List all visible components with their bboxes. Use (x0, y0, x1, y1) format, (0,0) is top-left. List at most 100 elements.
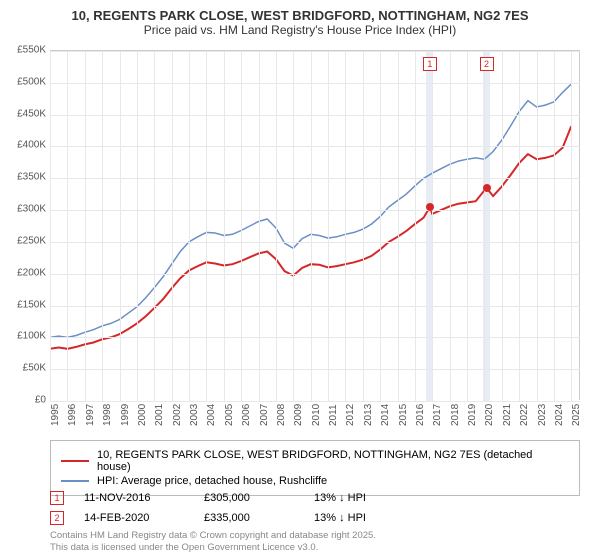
x-tick-label: 2014 (380, 404, 391, 426)
x-gridline (345, 51, 346, 401)
x-tick-label: 2000 (137, 404, 148, 426)
x-gridline (554, 51, 555, 401)
x-tick-label: 1999 (120, 404, 131, 426)
y-tick-label: £50K (23, 363, 46, 374)
x-gridline (276, 51, 277, 401)
sale-row: 1 11-NOV-2016£305,00013% ↓ HPI (50, 488, 580, 508)
sale-price: £305,000 (204, 492, 314, 504)
y-tick-label: £350K (17, 172, 46, 183)
x-gridline (85, 51, 86, 401)
x-gridline (67, 51, 68, 401)
title-subtitle: Price paid vs. HM Land Registry's House … (0, 23, 600, 37)
y-gridline (50, 369, 580, 370)
x-gridline (537, 51, 538, 401)
footer-line2: This data is licensed under the Open Gov… (50, 542, 376, 554)
x-tick-label: 2015 (398, 404, 409, 426)
y-tick-label: £200K (17, 267, 46, 278)
x-tick-label: 1997 (85, 404, 96, 426)
y-gridline (50, 242, 580, 243)
x-tick-label: 2004 (206, 404, 217, 426)
x-gridline (206, 51, 207, 401)
x-gridline (328, 51, 329, 401)
chart-container: 10, REGENTS PARK CLOSE, WEST BRIDGFORD, … (0, 0, 600, 560)
x-tick-label: 2024 (554, 404, 565, 426)
x-tick-label: 2013 (363, 404, 374, 426)
x-gridline (571, 51, 572, 401)
x-gridline (467, 51, 468, 401)
y-gridline (50, 51, 580, 52)
x-gridline (380, 51, 381, 401)
y-gridline (50, 274, 580, 275)
plot-area: 12 (50, 50, 580, 400)
sale-row-marker: 2 (50, 511, 64, 525)
x-tick-label: 2010 (311, 404, 322, 426)
x-gridline (102, 51, 103, 401)
x-gridline (519, 51, 520, 401)
sale-hpi-delta: 13% ↓ HPI (314, 512, 414, 524)
x-gridline (432, 51, 433, 401)
x-tick-label: 2023 (537, 404, 548, 426)
y-gridline (50, 115, 580, 116)
sale-hpi-delta: 13% ↓ HPI (314, 492, 414, 504)
footer-line1: Contains HM Land Registry data © Crown c… (50, 530, 376, 542)
sale-data-table: 1 11-NOV-2016£305,00013% ↓ HPI 2 14-FEB-202… (50, 488, 580, 528)
x-tick-label: 2007 (259, 404, 270, 426)
sale-row-marker: 1 (50, 491, 64, 505)
legend-item: 10, REGENTS PARK CLOSE, WEST BRIDGFORD, … (61, 449, 569, 473)
sale-row: 2 14-FEB-2020£335,00013% ↓ HPI (50, 508, 580, 528)
x-axis: 1995199619971998199920002001200220032004… (50, 400, 580, 440)
x-tick-label: 2002 (172, 404, 183, 426)
x-tick-label: 2008 (276, 404, 287, 426)
sale-date: 14-FEB-2020 (84, 512, 204, 524)
y-gridline (50, 83, 580, 84)
x-tick-label: 2009 (293, 404, 304, 426)
x-tick-label: 2021 (502, 404, 513, 426)
y-gridline (50, 146, 580, 147)
x-gridline (363, 51, 364, 401)
sale-date: 11-NOV-2016 (84, 492, 204, 504)
x-tick-label: 1998 (102, 404, 113, 426)
x-gridline (172, 51, 173, 401)
x-gridline (398, 51, 399, 401)
sale-point (483, 184, 491, 192)
x-gridline (241, 51, 242, 401)
legend-label: 10, REGENTS PARK CLOSE, WEST BRIDGFORD, … (97, 449, 569, 473)
x-tick-label: 2022 (519, 404, 530, 426)
x-tick-label: 2025 (571, 404, 582, 426)
legend-label: HPI: Average price, detached house, Rush… (97, 475, 327, 487)
y-tick-label: £0 (35, 395, 46, 406)
y-gridline (50, 337, 580, 338)
title-address: 10, REGENTS PARK CLOSE, WEST BRIDGFORD, … (0, 8, 600, 23)
x-gridline (50, 51, 51, 401)
x-tick-label: 2003 (189, 404, 200, 426)
x-gridline (502, 51, 503, 401)
x-gridline (293, 51, 294, 401)
x-tick-label: 2005 (224, 404, 235, 426)
x-gridline (137, 51, 138, 401)
x-gridline (120, 51, 121, 401)
x-tick-label: 2019 (467, 404, 478, 426)
x-gridline (224, 51, 225, 401)
y-tick-label: £150K (17, 299, 46, 310)
legend-item: HPI: Average price, detached house, Rush… (61, 475, 569, 487)
x-tick-label: 2020 (484, 404, 495, 426)
chart-title: 10, REGENTS PARK CLOSE, WEST BRIDGFORD, … (0, 0, 600, 41)
y-tick-label: £250K (17, 235, 46, 246)
x-tick-label: 2018 (450, 404, 461, 426)
y-tick-label: £550K (17, 45, 46, 56)
y-tick-label: £300K (17, 204, 46, 215)
x-gridline (189, 51, 190, 401)
y-tick-label: £500K (17, 76, 46, 87)
line-chart-svg (50, 51, 580, 401)
sale-price: £335,000 (204, 512, 314, 524)
x-tick-label: 2006 (241, 404, 252, 426)
marker-label: 1 (423, 57, 437, 71)
x-gridline (259, 51, 260, 401)
x-gridline (450, 51, 451, 401)
sale-point (426, 203, 434, 211)
x-gridline (154, 51, 155, 401)
x-tick-label: 2011 (328, 404, 339, 426)
y-tick-label: £400K (17, 140, 46, 151)
y-axis: £0£50K£100K£150K£200K£250K£300K£350K£400… (0, 50, 50, 400)
legend-swatch (61, 480, 89, 482)
